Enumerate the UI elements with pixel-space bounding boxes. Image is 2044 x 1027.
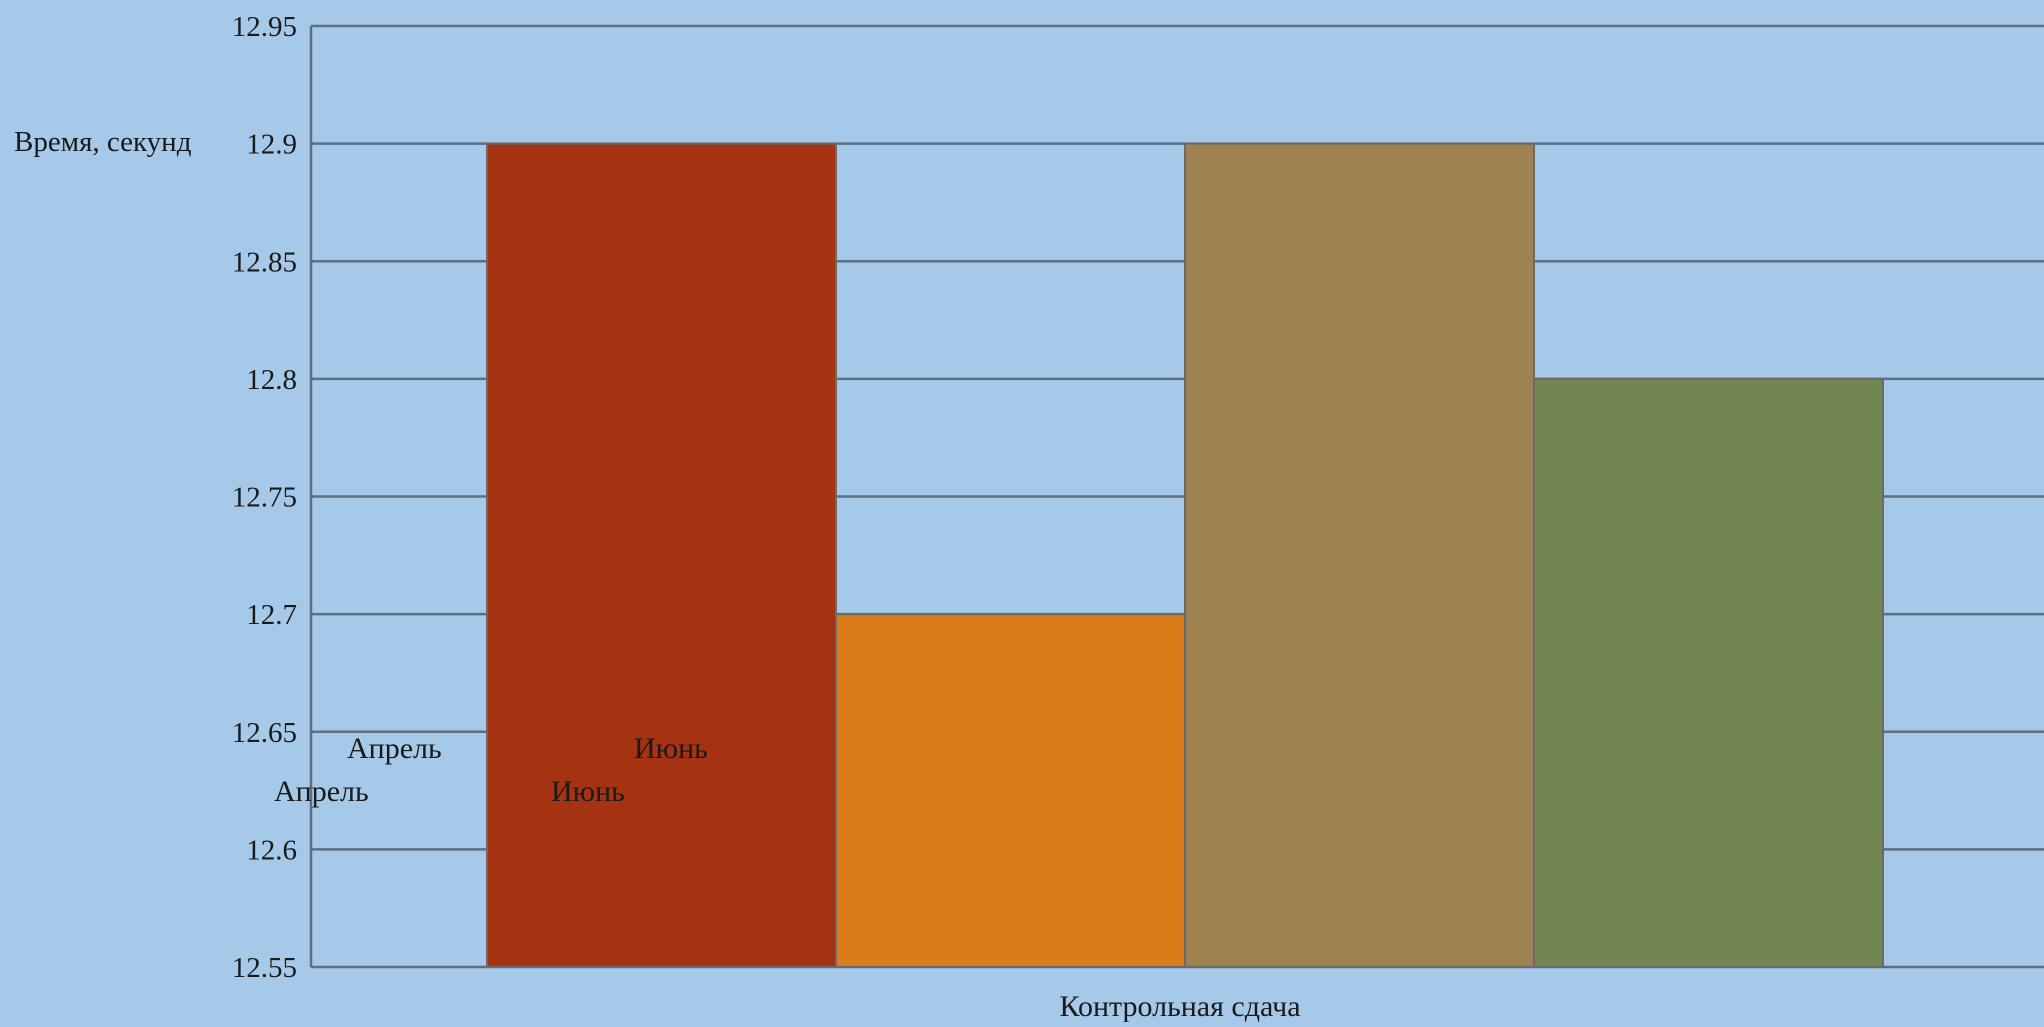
category-annotation: Июнь	[634, 732, 708, 765]
label-layer: Время, секунд Контрольная сдача Апрель Ию…	[14, 126, 1301, 1023]
bar	[1533, 377, 1884, 968]
x-axis-label: Контрольная сдача	[1059, 990, 1300, 1022]
y-tick-label: 12.55	[232, 952, 297, 984]
axis-layer: 12.55 12.6 12.65 12.7 12.75 12.8 12.85 12.9 12.9…	[232, 11, 313, 984]
y-tick-label: 12.95	[232, 11, 297, 43]
category-annotation: Апрель	[274, 775, 369, 808]
y-tick-label: 12.6	[246, 834, 297, 866]
y-tick-label: 12.85	[232, 246, 297, 278]
bars-layer	[486, 142, 1884, 968]
y-tick-label: 12.75	[232, 482, 297, 514]
category-annotation: Июнь	[551, 775, 625, 808]
bar	[835, 613, 1186, 968]
y-tick-label: 12.65	[232, 717, 297, 749]
y-tick-label: 12.7	[246, 599, 297, 631]
y-axis-label: Время, секунд	[14, 126, 192, 158]
bar	[1184, 142, 1535, 968]
category-annotation: Апрель	[347, 732, 442, 765]
y-tick-label: 12.9	[246, 129, 297, 161]
y-tick-label: 12.8	[246, 364, 297, 396]
bar	[486, 142, 837, 968]
